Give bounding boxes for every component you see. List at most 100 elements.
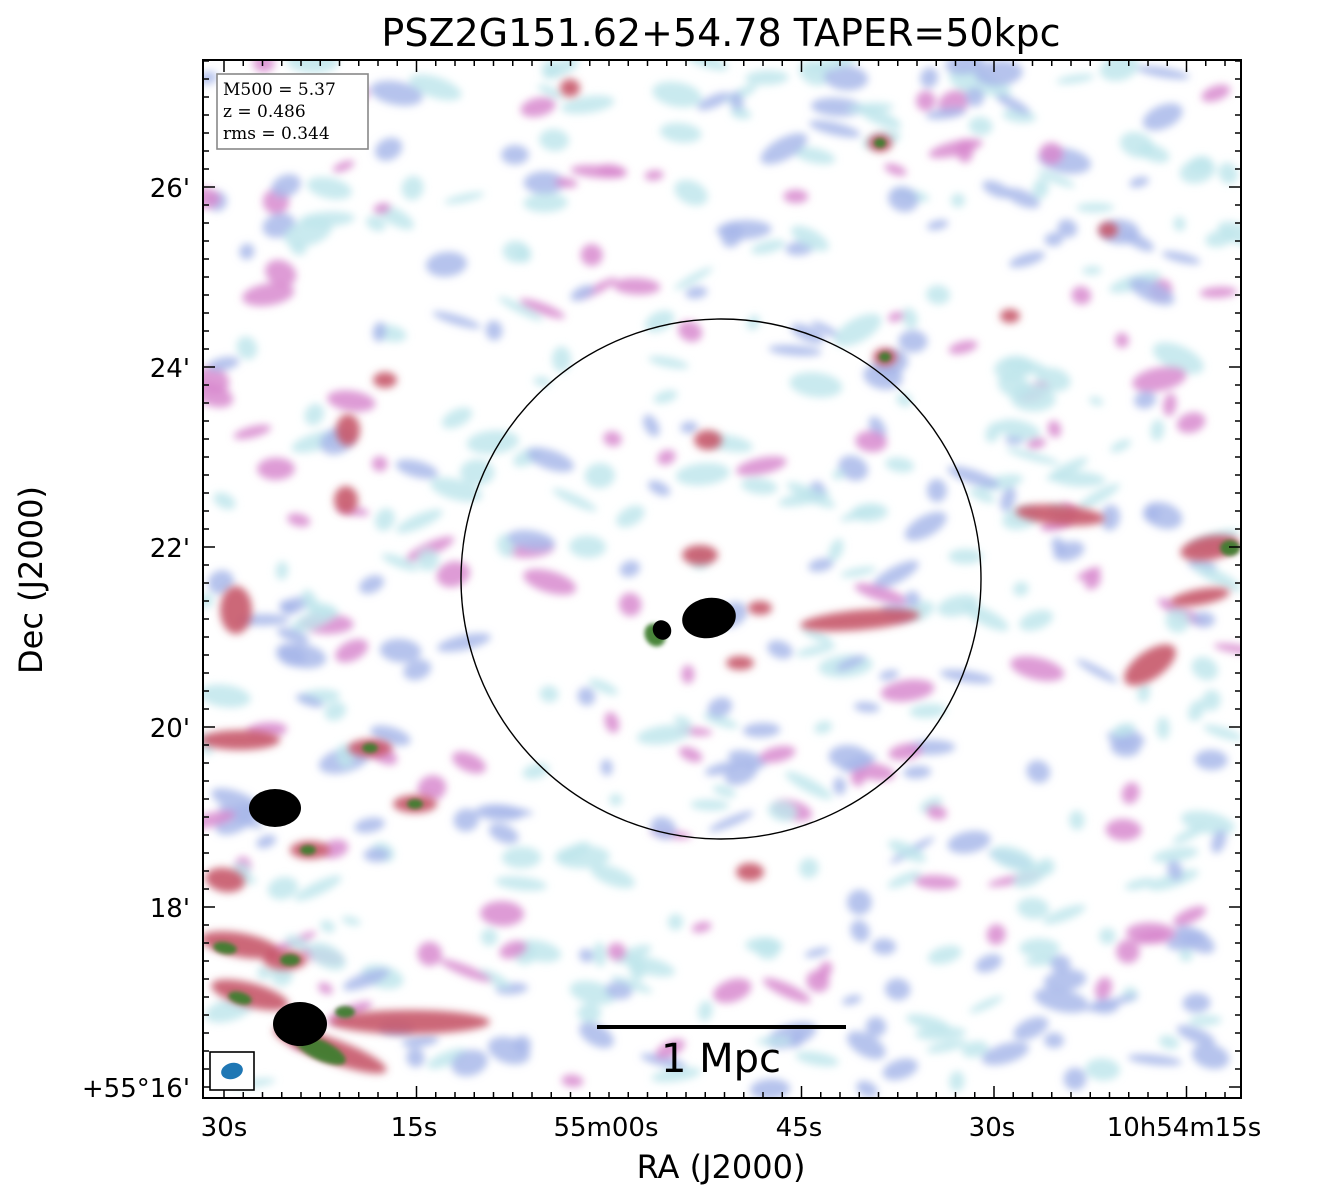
emission-blob [990, 846, 1036, 872]
emission-blob [887, 311, 905, 322]
emission-blob [403, 659, 432, 681]
emission-blob [1056, 73, 1095, 84]
emission-blob [1129, 176, 1150, 188]
emission-blob [520, 97, 556, 118]
emission-blob [335, 639, 369, 663]
scale-bar-label: 1 Mpc [661, 1036, 781, 1082]
emission-blob [233, 424, 272, 440]
emission-blob [1098, 222, 1118, 238]
emission-blob [786, 482, 836, 508]
emission-blob [767, 800, 798, 822]
dec-tick-label: 22' [150, 534, 190, 564]
emission-blob [926, 219, 949, 231]
emission-blob [600, 759, 613, 776]
emission-blob [704, 761, 740, 776]
emission-blob [690, 799, 730, 811]
emission-blob [730, 107, 752, 120]
emission-blob [1194, 749, 1228, 771]
emission-blob [841, 754, 877, 772]
emission-blob [252, 60, 275, 73]
emission-blob [211, 979, 289, 1011]
emission-blob [909, 703, 947, 719]
emission-blob [1105, 818, 1142, 841]
emission-blob [996, 94, 1031, 115]
emission-blob [523, 568, 577, 595]
emission-blob [1034, 987, 1089, 1013]
emission-blob [945, 60, 985, 75]
emission-blob [539, 685, 559, 703]
emission-blob [300, 845, 316, 855]
plot-title: PSZ2G151.62+54.78 TAPER=50kpc [381, 11, 1060, 55]
emission-blob [372, 321, 387, 342]
emission-blob [682, 545, 718, 565]
emission-blob [1039, 142, 1064, 165]
emission-blob [745, 70, 789, 86]
emission-blob [974, 60, 1023, 87]
emission-blob [552, 488, 597, 512]
emission-blob [374, 508, 395, 532]
emission-blob [828, 538, 844, 562]
emission-blob [203, 71, 218, 85]
emission-blob [981, 1041, 1030, 1066]
dec-tick-label: +55°16' [82, 1074, 190, 1104]
emission-blob [1170, 587, 1230, 607]
noise-blobs [203, 60, 1241, 1098]
emission-blob [994, 355, 1034, 380]
emission-blob [1057, 219, 1078, 238]
emission-blob [768, 344, 822, 357]
emission-blob [590, 864, 635, 889]
emission-blob [1010, 386, 1056, 412]
emission-blob [213, 492, 236, 510]
emission-blob [273, 1002, 327, 1046]
emission-blob [257, 965, 271, 980]
emission-blob [213, 941, 237, 955]
emission-blob [366, 215, 386, 232]
emission-blob [228, 991, 252, 1005]
emission-blob [947, 466, 1000, 489]
emission-blob [622, 955, 676, 977]
emission-blob [644, 170, 664, 181]
emission-blob [644, 310, 675, 333]
emission-blob [560, 79, 580, 97]
emission-blob [1000, 309, 1020, 323]
emission-blob [256, 834, 277, 849]
emission-blob [1167, 860, 1183, 881]
emission-blob [480, 900, 525, 927]
ra-tick-label: 30s [201, 1113, 248, 1143]
emission-blob [799, 857, 819, 879]
emission-blob [336, 414, 360, 446]
emission-blob [865, 1016, 887, 1037]
emission-blob [1111, 723, 1136, 738]
emission-blob [330, 1010, 490, 1034]
emission-blob [986, 924, 1006, 945]
emission-blob [1089, 396, 1104, 406]
emission-blob [904, 511, 947, 541]
emission-blob [287, 513, 311, 527]
emission-blob [1043, 969, 1087, 992]
emission-blob [432, 311, 481, 329]
emission-blob [335, 1006, 355, 1018]
emission-blob [203, 730, 280, 750]
emission-blob [499, 940, 528, 959]
emission-blob [926, 805, 948, 820]
emission-blob [439, 959, 492, 983]
emission-blob [1172, 906, 1207, 926]
emission-blob [736, 863, 764, 881]
emission-blob [1082, 266, 1102, 275]
emission-blob [441, 407, 473, 429]
emission-blob [817, 961, 833, 980]
emission-blob [1203, 724, 1241, 741]
emission-blob [1134, 391, 1157, 409]
emission-blob [643, 414, 660, 437]
emission-blob [1069, 810, 1085, 831]
emission-blob [451, 751, 487, 774]
emission-blob [1191, 656, 1219, 681]
emission-blob [926, 1039, 967, 1053]
scale-bar: 1 Mpc [597, 1025, 846, 1082]
emission-blob [896, 392, 913, 407]
emission-blob [1137, 682, 1151, 703]
emission-blob [1142, 103, 1183, 131]
emission-blob [1176, 412, 1206, 434]
emission-blob [636, 724, 691, 745]
emission-blob [1044, 232, 1064, 247]
